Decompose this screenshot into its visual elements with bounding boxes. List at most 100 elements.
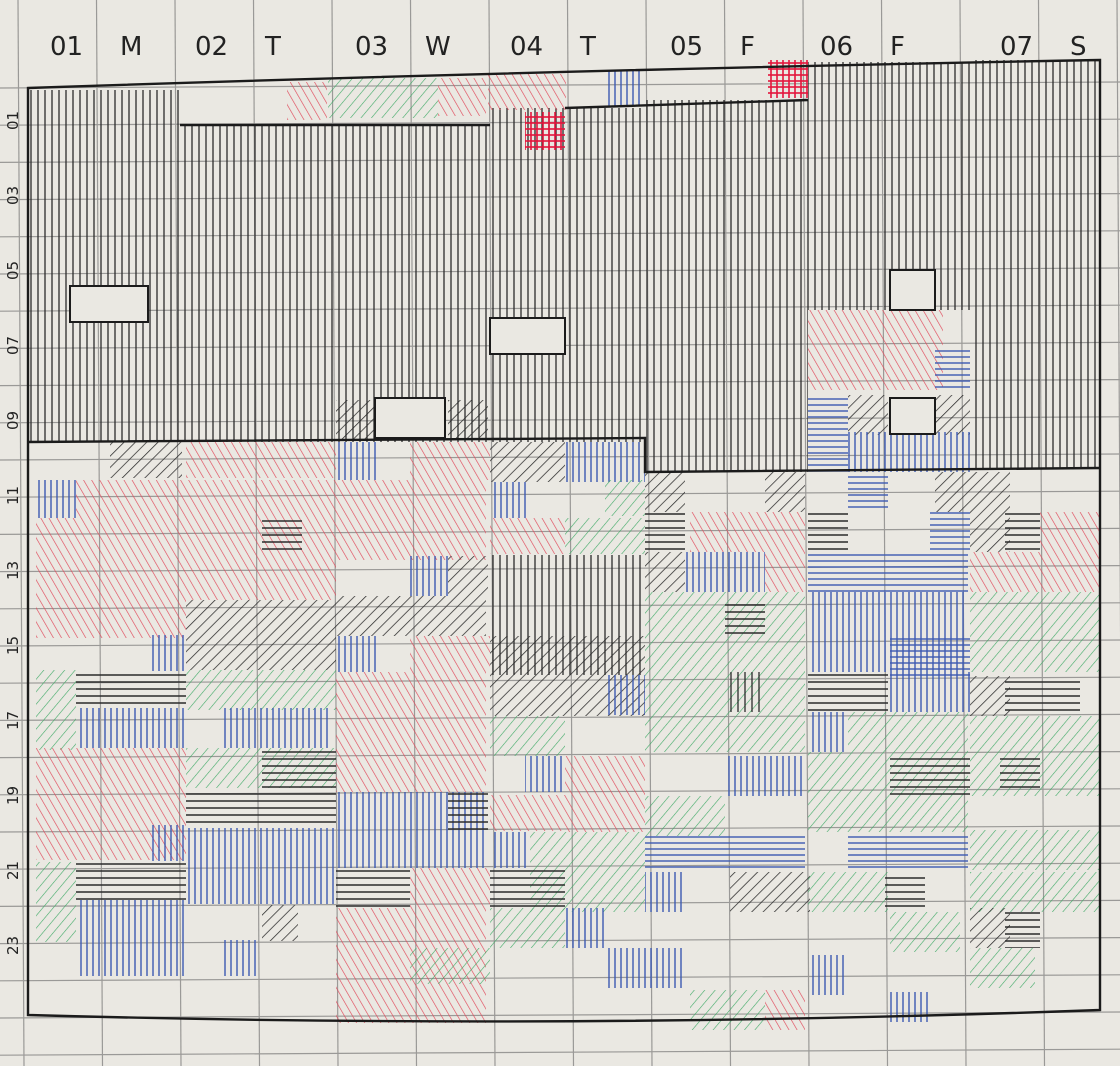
hatch-block <box>565 518 645 554</box>
hatch-block <box>262 748 336 788</box>
hatch-block <box>645 796 725 836</box>
day-number: 06 <box>820 32 853 62</box>
day-letter: S <box>1070 32 1087 62</box>
hatch-block <box>328 78 438 118</box>
day-letter: F <box>740 32 755 62</box>
hatch-block <box>890 912 960 952</box>
hatch-block <box>525 112 565 150</box>
hatch-block <box>336 636 376 672</box>
hatch-block <box>605 675 645 715</box>
hatch-block <box>970 716 1100 756</box>
hatch-block <box>262 518 302 554</box>
hatch-block <box>645 552 685 592</box>
hatch-block <box>848 832 968 872</box>
hatch-block <box>970 472 1010 512</box>
hatch-block <box>490 832 530 868</box>
hatch-block <box>808 712 848 752</box>
hatch-block <box>605 480 645 516</box>
hatch-block <box>808 62 970 310</box>
hatch-block <box>930 512 970 552</box>
hatch-block <box>186 828 336 904</box>
hatch-block <box>970 592 1100 672</box>
hatch-block <box>690 512 805 552</box>
day-number: 03 <box>355 32 388 62</box>
hour-label: 05 <box>4 261 22 280</box>
hour-label: 07 <box>4 336 22 355</box>
hatch-block <box>685 552 765 592</box>
hatch-block <box>336 442 376 480</box>
grid-line <box>1116 0 1120 640</box>
hatch-block <box>490 716 565 756</box>
hatch-block <box>186 442 336 478</box>
hatch-block <box>36 480 76 518</box>
hatch-block <box>186 788 336 828</box>
hatch-block <box>970 60 1100 468</box>
hatch-block <box>848 395 888 435</box>
hatch-block <box>765 990 805 1030</box>
hatch-block <box>970 830 1100 870</box>
hatch-block <box>765 552 805 592</box>
hatch-block <box>150 825 186 861</box>
hatch-block <box>605 948 685 988</box>
hatch-block <box>890 636 970 676</box>
hatch-block <box>725 600 765 636</box>
hatch-block <box>490 868 565 908</box>
hatch-block <box>848 712 968 752</box>
hatch-block <box>410 442 490 480</box>
hatch-block <box>808 552 968 592</box>
hatch-block <box>448 400 488 440</box>
hatch-block <box>725 756 805 796</box>
day-letter: T <box>264 32 281 62</box>
hour-label: 13 <box>4 561 22 580</box>
empty-block <box>489 317 566 355</box>
hatch-block <box>970 512 1010 552</box>
hatch-block <box>490 518 565 554</box>
hatch-block <box>488 74 566 110</box>
hatch-block <box>725 672 765 712</box>
hatch-block <box>565 756 645 832</box>
hatch-block <box>186 600 336 670</box>
hatch-block <box>935 472 970 512</box>
hatch-block <box>186 480 336 600</box>
hatch-block <box>690 990 765 1030</box>
hatch-block <box>765 472 805 512</box>
hatch-block <box>808 395 848 475</box>
hatch-block <box>438 78 486 116</box>
hatch-block <box>565 108 645 442</box>
hatch-block <box>645 512 685 552</box>
hatch-block <box>410 948 490 984</box>
hatch-block <box>1040 512 1100 552</box>
hatch-block <box>30 90 180 442</box>
hour-label: 11 <box>4 486 22 505</box>
hour-label: 03 <box>4 186 22 205</box>
hatch-block <box>76 900 186 976</box>
hatch-block <box>336 672 486 792</box>
hatch-block <box>448 556 488 596</box>
hatch-block <box>36 670 76 750</box>
day-headers: 01 M 02 T 03 W 04 T 05 F 06 F 07 S <box>50 32 1087 62</box>
hatch-block <box>565 908 605 948</box>
hatch-block <box>410 636 490 672</box>
hatch-block <box>970 872 1100 912</box>
hatch-block <box>336 868 410 908</box>
hour-label: 19 <box>4 786 22 805</box>
hatch-block <box>410 556 450 596</box>
hatch-block <box>935 350 970 388</box>
day-letter: F <box>890 32 905 62</box>
hour-labels: 01 03 05 07 09 11 13 15 17 19 21 23 <box>4 111 22 955</box>
day-number: 07 <box>1000 32 1033 62</box>
hatch-block <box>220 708 330 748</box>
hatch-block <box>890 756 970 796</box>
hatch-block <box>645 872 685 912</box>
day-letter: M <box>120 32 142 62</box>
hatch-block <box>336 400 376 440</box>
hatch-block <box>645 100 808 472</box>
hatch-block <box>76 670 186 706</box>
hatch-block <box>490 795 565 831</box>
hatch-block <box>730 872 810 912</box>
day-number: 04 <box>510 32 543 62</box>
hatch-block <box>808 512 848 552</box>
hatch-block <box>150 635 186 671</box>
hatch-block <box>970 948 1035 988</box>
hatch-block <box>935 395 970 435</box>
